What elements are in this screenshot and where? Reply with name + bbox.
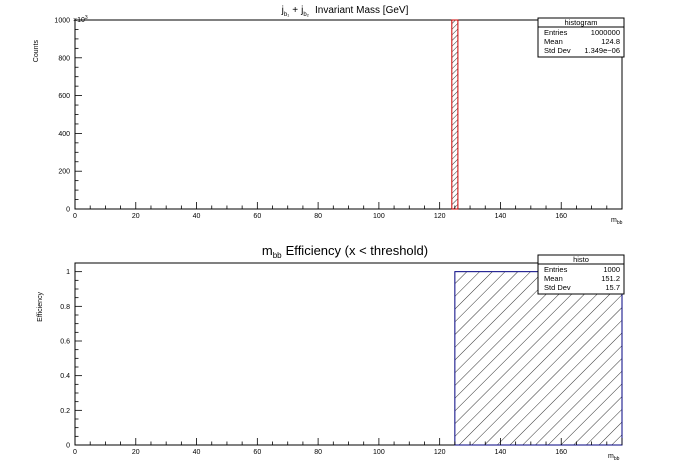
x-tick-label: 20 [132, 213, 140, 220]
x-tick-label: 0 [73, 449, 77, 456]
x-tick-label: 60 [253, 213, 261, 220]
x-axis: 0 20 40 60 80 100 120 140 160 [73, 202, 623, 220]
chart-title: jb₁ + jb₂ Invariant Mass [GeV] [281, 5, 409, 18]
bars [454, 271, 623, 446]
stats-label: Mean [544, 274, 563, 283]
bar-hatch [451, 19, 459, 210]
y-axis-label: Counts [33, 40, 40, 63]
x-tick-label: 120 [434, 449, 446, 456]
stats-title: histo [573, 255, 589, 264]
x-axis-label: mbb [608, 453, 620, 462]
x-tick-label: 20 [132, 449, 140, 456]
stats-label: Entries [544, 28, 568, 37]
stats-title: histogram [565, 18, 598, 27]
x-axis-label: mbb [611, 217, 623, 226]
x-tick-label: 60 [253, 449, 261, 456]
pad-invariant-mass: jb₁ + jb₂ Invariant Mass [GeV] ×103 Counts … [33, 5, 625, 226]
y-axis-label: Efficiency [37, 292, 44, 322]
x-tick-label: 100 [373, 449, 385, 456]
y-tick-label: 0.8 [60, 304, 70, 311]
y-tick-label: 0.2 [60, 408, 70, 415]
y-tick-label: 400 [58, 131, 70, 138]
y-tick-label: 0 [66, 207, 70, 214]
stats-value: 124.8 [601, 37, 620, 46]
y-tick-label: 800 [58, 55, 70, 62]
stats-value: 15.7 [605, 283, 620, 292]
x-tick-label: 140 [495, 213, 507, 220]
x-tick-label: 80 [314, 449, 322, 456]
y-axis: 0 200 400 600 800 1000 [54, 18, 82, 214]
stats-value: 1000000 [591, 28, 620, 37]
y-tick-label: 1000 [54, 18, 70, 25]
stats-label: Entries [544, 265, 568, 274]
x-tick-label: 40 [193, 449, 201, 456]
y-tick-label: 0 [66, 443, 70, 450]
stats-label: Mean [544, 37, 563, 46]
y-tick-label: 600 [58, 93, 70, 100]
y-tick-label: 0.6 [60, 339, 70, 346]
x-tick-label: 40 [193, 213, 201, 220]
x-tick-label: 140 [495, 449, 507, 456]
y-axis: 0 0.2 0.4 0.6 0.8 1 [60, 269, 82, 450]
stats-value: 151.2 [601, 274, 620, 283]
x-tick-label: 160 [555, 213, 567, 220]
x-tick-label: 0 [73, 213, 77, 220]
x-tick-label: 80 [314, 213, 322, 220]
y-tick-label: 200 [58, 169, 70, 176]
x-axis: 0 20 40 60 80 100 120 140 160 [73, 438, 623, 456]
pad-efficiency: mbb Efficiency (x < threshold) Efficiency… [37, 243, 625, 462]
x-tick-label: 120 [434, 213, 446, 220]
stats-label: Std Dev [544, 46, 571, 55]
chart-title: mbb Efficiency (x < threshold) [262, 243, 428, 260]
y-tick-label: 0.4 [60, 373, 70, 380]
stats-box: histo Entries 1000 Mean 151.2 Std Dev 15… [537, 254, 625, 295]
x-tick-label: 100 [373, 213, 385, 220]
stats-label: Std Dev [544, 283, 571, 292]
stats-value: 1000 [603, 265, 620, 274]
y-tick-label: 1 [66, 269, 70, 276]
bars [451, 19, 459, 210]
x-tick-label: 160 [555, 449, 567, 456]
stats-box: histogram Entries 1000000 Mean 124.8 Std… [537, 17, 625, 58]
bar-hatch [454, 271, 623, 446]
stats-value: 1.349e−06 [584, 46, 620, 55]
